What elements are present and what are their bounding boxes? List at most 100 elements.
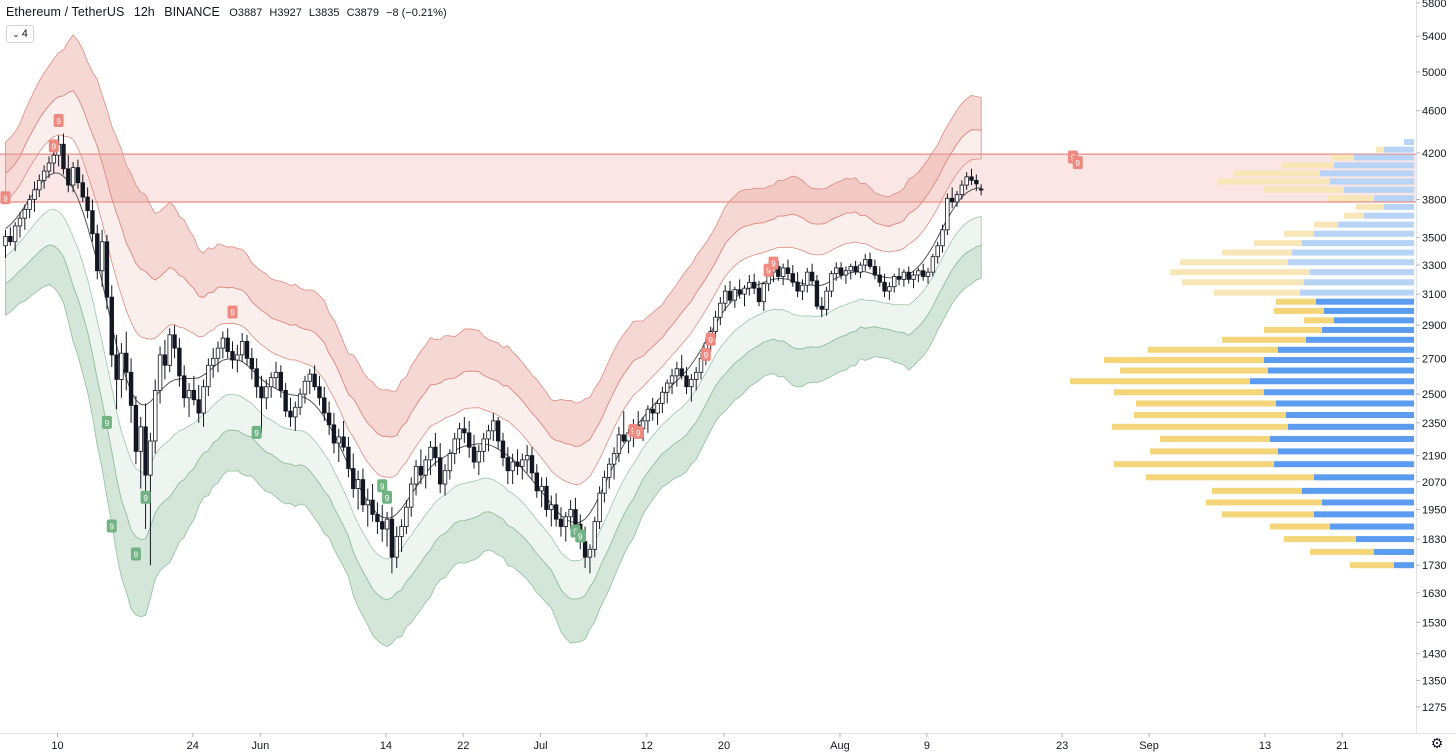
candle bbox=[713, 310, 718, 339]
sell-signal-marker: 9 bbox=[700, 347, 711, 361]
candle bbox=[394, 526, 399, 568]
candle bbox=[322, 386, 327, 421]
candle bbox=[602, 470, 607, 503]
candle bbox=[805, 267, 810, 293]
vp-bar-down bbox=[1170, 269, 1310, 276]
vp-bar-up bbox=[1330, 523, 1414, 530]
candle bbox=[597, 486, 602, 530]
price-tick-label: 1530 bbox=[1422, 617, 1446, 629]
candle bbox=[486, 424, 491, 452]
symbol-title[interactable]: Ethereum / TetherUS bbox=[6, 5, 125, 19]
candle bbox=[814, 275, 820, 310]
gear-icon[interactable]: ⚙ bbox=[1430, 735, 1444, 751]
vp-bar-down bbox=[1284, 536, 1356, 543]
exchange-label: BINANCE bbox=[164, 5, 220, 19]
candle bbox=[969, 168, 974, 186]
candle bbox=[491, 413, 496, 441]
chevron-down-icon: ⌄ bbox=[12, 29, 20, 39]
candle bbox=[645, 405, 651, 433]
buy-signal-marker: 9 bbox=[106, 519, 117, 533]
candle bbox=[549, 495, 554, 527]
vp-bar-up bbox=[1314, 474, 1414, 481]
price-tick-label: 1950 bbox=[1422, 505, 1446, 517]
price-tick-label: 5000 bbox=[1422, 67, 1446, 79]
volume-profile bbox=[1070, 139, 1414, 569]
candle bbox=[326, 401, 332, 435]
candle bbox=[751, 273, 757, 295]
candle bbox=[921, 263, 926, 281]
candle bbox=[457, 422, 462, 454]
vp-bar-up bbox=[1314, 230, 1414, 237]
candle bbox=[109, 285, 114, 368]
candle bbox=[124, 331, 129, 391]
vp-bar-down bbox=[1222, 511, 1314, 518]
vp-bar-down bbox=[1376, 146, 1384, 153]
candle bbox=[404, 500, 409, 535]
svg-text:9: 9 bbox=[110, 523, 115, 532]
time-axis[interactable]: 10 24 Jun 14 22 Jul 12 20 Aug 9 23 Sep 13 21 bbox=[0, 733, 1456, 752]
candle bbox=[312, 365, 317, 391]
price-tick-label: 1350 bbox=[1422, 675, 1446, 687]
vp-bar-down bbox=[1160, 435, 1270, 442]
candle bbox=[278, 365, 284, 398]
candle bbox=[834, 262, 839, 281]
vp-bar-up bbox=[1354, 154, 1414, 161]
candle bbox=[283, 383, 288, 417]
candle bbox=[761, 282, 767, 311]
candle bbox=[534, 464, 539, 498]
candle bbox=[906, 266, 911, 284]
vp-bar-up bbox=[1356, 536, 1414, 543]
vp-bar-up bbox=[1268, 367, 1414, 374]
candle bbox=[718, 297, 723, 326]
candle bbox=[355, 470, 361, 510]
candle bbox=[790, 265, 795, 287]
candle bbox=[433, 432, 438, 467]
price-tick-label: 2190 bbox=[1422, 451, 1446, 463]
candle bbox=[99, 229, 105, 287]
price-tick-label: 4200 bbox=[1422, 148, 1446, 160]
ohlc-values: O3887 H3927 L3835 C3879 −8 (−0.21%) bbox=[229, 7, 447, 19]
vp-bar-down bbox=[1114, 461, 1274, 468]
buy-signal-marker: 9 bbox=[382, 490, 393, 504]
candle bbox=[331, 413, 337, 454]
svg-text:9: 9 bbox=[105, 419, 110, 428]
candle bbox=[230, 341, 235, 369]
candle bbox=[162, 339, 168, 380]
time-tick-label: 9 bbox=[924, 740, 930, 752]
candle bbox=[901, 269, 907, 287]
candle bbox=[843, 266, 849, 284]
candle bbox=[75, 159, 81, 189]
time-tick-label: 24 bbox=[187, 740, 199, 752]
candle bbox=[220, 331, 226, 359]
candle bbox=[727, 280, 733, 304]
vp-bar-down bbox=[1276, 298, 1316, 305]
candle bbox=[785, 259, 791, 280]
vp-bar-up bbox=[1302, 487, 1414, 494]
sell-signal-marker: 9 bbox=[705, 332, 716, 346]
candle bbox=[872, 259, 878, 280]
candle bbox=[452, 432, 457, 465]
candle bbox=[587, 544, 593, 574]
change-value: −8 (−0.21%) bbox=[386, 7, 447, 19]
candle bbox=[114, 334, 119, 410]
candle bbox=[8, 227, 13, 246]
interval-label: 12h bbox=[133, 5, 155, 19]
price-axis[interactable]: 1275 1350 1430 1530 1630 1730 1830 1950 2070 2190… bbox=[1416, 0, 1446, 733]
indicators-toggle-button[interactable]: ⌄ 4 bbox=[6, 25, 34, 43]
candle bbox=[529, 447, 535, 480]
svg-text:9: 9 bbox=[704, 351, 709, 360]
resistance-zone-layer bbox=[0, 153, 1416, 203]
candle bbox=[66, 155, 71, 193]
vp-bar-up bbox=[1276, 400, 1414, 407]
candle bbox=[693, 367, 699, 391]
candle bbox=[756, 280, 762, 307]
candle bbox=[307, 368, 312, 395]
candle bbox=[268, 372, 274, 398]
candle bbox=[882, 273, 887, 298]
resistance-zone bbox=[0, 154, 1416, 202]
candle bbox=[607, 457, 612, 489]
vp-bar-down bbox=[1284, 230, 1314, 237]
candle bbox=[476, 445, 482, 476]
candle bbox=[500, 432, 506, 467]
